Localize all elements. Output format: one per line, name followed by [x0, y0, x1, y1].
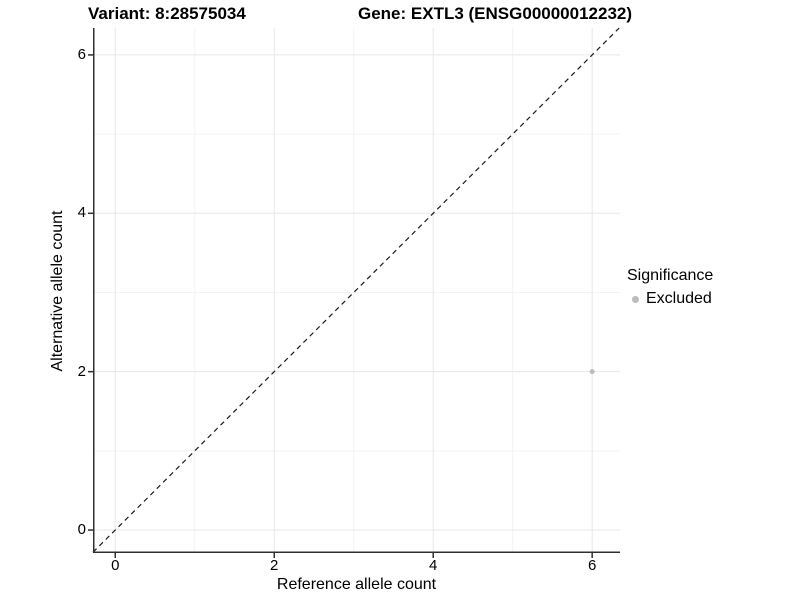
gene-title: Gene: EXTL3 (ENSG00000012232)	[358, 4, 633, 23]
plot-panel	[88, 27, 620, 558]
data-point	[589, 369, 595, 375]
x-tick-label: 0	[111, 557, 120, 574]
legend-item-label: Excluded	[646, 290, 712, 307]
y-tick-label: 4	[77, 204, 86, 222]
y-tick-label: 2	[77, 362, 86, 380]
legend-point-icon	[632, 295, 639, 303]
y-tick-label: 0	[77, 521, 86, 539]
x-tick-label: 4	[429, 557, 438, 574]
identity-line	[92, 27, 620, 553]
legend-item-excluded: Excluded	[627, 291, 713, 307]
x-axis-title: Reference allele count	[276, 576, 437, 593]
legend-title: Significance	[627, 267, 714, 284]
legend: Significance Excluded	[627, 266, 713, 307]
y-axis-title: Alternative allele count	[49, 210, 66, 372]
y-tick-label: 6	[77, 45, 86, 63]
x-tick-label: 6	[588, 557, 597, 574]
x-tick-label: 2	[270, 557, 279, 574]
variant-title: Variant: 8:28575034	[88, 4, 246, 23]
